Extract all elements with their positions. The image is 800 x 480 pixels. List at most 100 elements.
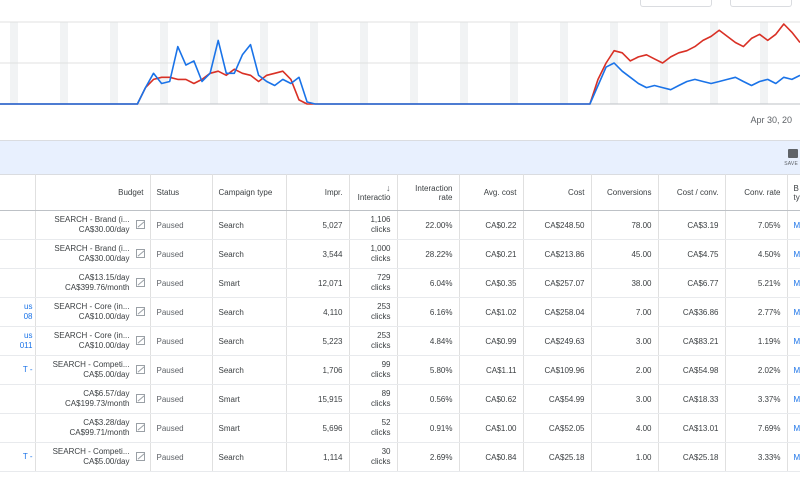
table-row[interactable]: T - SEARCH - Competi... CA$5.00/day Paused S… bbox=[0, 442, 800, 472]
header-impressions[interactable]: Impr. bbox=[286, 174, 350, 211]
campaign-name-cell[interactable] bbox=[0, 268, 36, 298]
header-cost[interactable]: Cost bbox=[523, 174, 592, 211]
campaign-name-cell[interactable]: T - bbox=[0, 355, 36, 385]
edit-budget-icon[interactable] bbox=[135, 249, 145, 258]
cost-cell: CA$213.86 bbox=[523, 239, 592, 269]
status-cell: Paused bbox=[150, 210, 213, 240]
date-range-control[interactable] bbox=[640, 0, 712, 7]
avg-cost-cell: CA$0.21 bbox=[459, 239, 524, 269]
interactions-value: 52 bbox=[381, 418, 391, 427]
campaign-name-line1[interactable]: T - bbox=[22, 452, 33, 461]
header-budget[interactable]: Budget bbox=[35, 174, 151, 211]
edit-budget-icon[interactable] bbox=[135, 336, 145, 345]
avg-cost-cell: CA$0.62 bbox=[459, 384, 524, 414]
campaign-name-line1[interactable]: us bbox=[24, 302, 33, 311]
campaign-name-line1[interactable]: us bbox=[24, 331, 33, 340]
interactions-value: 729 bbox=[377, 273, 391, 282]
budget-cell: SEARCH - Brand (i... CA$30.00/day bbox=[35, 239, 151, 269]
sort-down-icon: ↓ bbox=[386, 183, 391, 193]
header-interaction-rate[interactable]: Interaction rate bbox=[397, 174, 460, 211]
table-row[interactable]: SEARCH - Brand (i... CA$30.00/day Paused Se… bbox=[0, 239, 800, 269]
edit-budget-icon[interactable] bbox=[135, 452, 145, 461]
header-campaign-type[interactable]: Campaign type bbox=[212, 174, 287, 211]
campaign-name-cell[interactable] bbox=[0, 239, 36, 269]
bid-strategy-cell[interactable]: M bbox=[787, 413, 800, 443]
chart-canvas bbox=[0, 21, 800, 105]
campaign-table: Budget Status Campaign type Impr. ↓ Inte… bbox=[0, 174, 800, 472]
impressions-cell: 4,110 bbox=[286, 297, 350, 327]
budget-cell: CA$13.15/day CA$399.76/month bbox=[35, 268, 151, 298]
bid-strategy-cell[interactable]: M bbox=[787, 384, 800, 414]
bid-strategy-cell[interactable]: M bbox=[787, 297, 800, 327]
table-row[interactable]: us 08 SEARCH - Core (in... CA$10.00/day Paus… bbox=[0, 297, 800, 327]
cost-per-conv-cell: CA$3.19 bbox=[658, 210, 726, 240]
interactions-cell: 253 clicks bbox=[349, 297, 398, 327]
avg-cost-cell: CA$0.99 bbox=[459, 326, 524, 356]
header-interaction-rate-line2: rate bbox=[438, 192, 453, 202]
edit-budget-icon[interactable] bbox=[135, 394, 145, 403]
cost-cell: CA$25.18 bbox=[523, 442, 592, 472]
status-cell: Paused bbox=[150, 268, 213, 298]
campaign-name-cell[interactable] bbox=[0, 210, 36, 240]
header-avg-cost[interactable]: Avg. cost bbox=[459, 174, 524, 211]
campaign-type-cell: Search bbox=[212, 326, 287, 356]
header-cost-per-conv[interactable]: Cost / conv. bbox=[658, 174, 726, 211]
edit-budget-icon[interactable] bbox=[135, 278, 145, 287]
campaign-name-line1[interactable]: T - bbox=[22, 365, 33, 374]
interactions-value: 30 bbox=[381, 447, 391, 456]
campaign-name-cell[interactable] bbox=[0, 413, 36, 443]
interactions-unit: clicks bbox=[370, 457, 391, 466]
edit-budget-icon[interactable] bbox=[135, 365, 145, 374]
bid-strategy-cell[interactable]: M bbox=[787, 442, 800, 472]
campaign-name-line2[interactable]: 011 bbox=[19, 341, 33, 350]
bid-strategy-cell[interactable]: M bbox=[787, 326, 800, 356]
compare-control[interactable] bbox=[730, 0, 792, 7]
conversions-cell: 3.00 bbox=[591, 326, 659, 356]
avg-cost-cell: CA$1.00 bbox=[459, 413, 524, 443]
edit-budget-icon[interactable] bbox=[135, 307, 145, 316]
campaign-name-cell[interactable]: us 08 bbox=[0, 297, 36, 327]
header-interactions[interactable]: ↓ Interactio bbox=[349, 174, 398, 211]
table-row[interactable]: T - SEARCH - Competi... CA$5.00/day Paused S… bbox=[0, 355, 800, 385]
bid-strategy-cell[interactable]: M bbox=[787, 268, 800, 298]
bid-strategy-cell[interactable]: M bbox=[787, 210, 800, 240]
interactions-unit: clicks bbox=[370, 341, 391, 350]
bid-strategy-cell[interactable]: M bbox=[787, 355, 800, 385]
bid-strategy-cell[interactable]: M bbox=[787, 239, 800, 269]
campaign-name-line2[interactable]: 08 bbox=[23, 312, 33, 321]
cost-cell: CA$248.50 bbox=[523, 210, 592, 240]
interactions-unit: clicks bbox=[370, 370, 391, 379]
campaign-name-cell[interactable]: T - bbox=[0, 442, 36, 472]
budget-cell: CA$3.28/day CA$99.71/month bbox=[35, 413, 151, 443]
conv-rate-cell: 4.50% bbox=[725, 239, 788, 269]
budget-line1: CA$6.57/day bbox=[83, 389, 130, 398]
impressions-cell: 3,544 bbox=[286, 239, 350, 269]
save-icon[interactable] bbox=[788, 149, 798, 158]
header-conv-rate[interactable]: Conv. rate bbox=[725, 174, 788, 211]
table-row[interactable]: CA$13.15/day CA$399.76/month Paused Smart 12… bbox=[0, 268, 800, 298]
campaign-type-cell: Smart bbox=[212, 268, 287, 298]
campaign-type-cell: Search bbox=[212, 210, 287, 240]
campaign-name-cell[interactable]: us 011 bbox=[0, 326, 36, 356]
interactions-cell: 99 clicks bbox=[349, 355, 398, 385]
conv-rate-cell: 1.19% bbox=[725, 326, 788, 356]
campaign-name-cell[interactable] bbox=[0, 384, 36, 414]
table-row[interactable]: us 011 SEARCH - Core (in... CA$10.00/day Pau… bbox=[0, 326, 800, 356]
interactions-cell: 52 clicks bbox=[349, 413, 398, 443]
edit-budget-icon[interactable] bbox=[135, 423, 145, 432]
table-row[interactable]: CA$3.28/day CA$99.71/month Paused Smart 5,69… bbox=[0, 413, 800, 443]
interactions-cell: 253 clicks bbox=[349, 326, 398, 356]
save-label[interactable]: SAVE bbox=[784, 161, 798, 167]
table-row[interactable]: CA$6.57/day CA$199.73/month Paused Smart 15,… bbox=[0, 384, 800, 414]
header-status[interactable]: Status bbox=[150, 174, 213, 211]
header-conversions[interactable]: Conversions bbox=[591, 174, 659, 211]
conversions-cell: 3.00 bbox=[591, 384, 659, 414]
budget-cell: SEARCH - Core (in... CA$10.00/day bbox=[35, 297, 151, 327]
header-name[interactable] bbox=[0, 174, 36, 211]
campaign-type-cell: Search bbox=[212, 239, 287, 269]
table-row[interactable]: SEARCH - Brand (i... CA$30.00/day Paused Se… bbox=[0, 210, 800, 240]
conv-rate-cell: 7.05% bbox=[725, 210, 788, 240]
edit-budget-icon[interactable] bbox=[135, 220, 145, 229]
avg-cost-cell: CA$0.35 bbox=[459, 268, 524, 298]
